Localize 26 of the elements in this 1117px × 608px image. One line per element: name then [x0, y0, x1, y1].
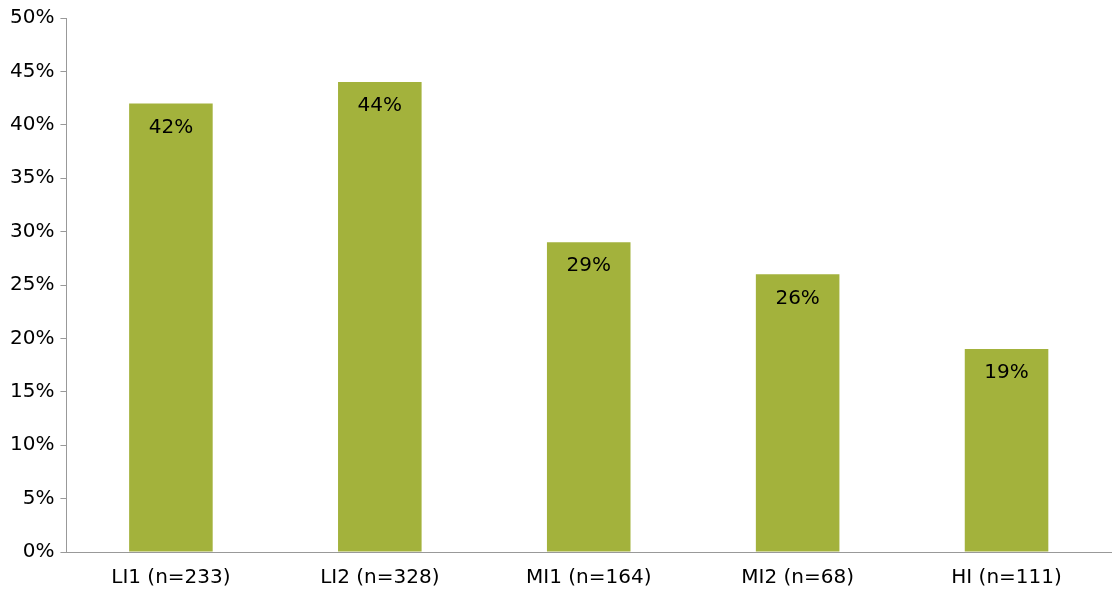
y-tick-label: 25% — [10, 271, 55, 296]
x-tick-label: LI1 (n=233) — [111, 564, 231, 589]
data-label: 26% — [775, 284, 820, 309]
x-tick-label: MI2 (n=68) — [741, 564, 854, 589]
y-tick-label: 40% — [10, 111, 55, 135]
data-label: 19% — [984, 359, 1029, 384]
data-label: 44% — [357, 92, 403, 117]
y-tick-label: 5% — [22, 484, 55, 509]
y-tick-label: 35% — [10, 164, 55, 189]
x-tick-label: MI1 (n=164) — [526, 564, 652, 589]
bar — [338, 82, 422, 552]
y-tick-label: 20% — [10, 324, 55, 349]
y-tick-label: 50% — [10, 4, 55, 29]
y-tick-label: 30% — [10, 217, 55, 242]
y-tick-label: 15% — [10, 378, 55, 402]
y-tick-label: 0% — [22, 538, 55, 563]
bar — [755, 274, 840, 552]
y-tick-label: 45% — [10, 57, 55, 82]
bar — [964, 349, 1049, 552]
bar — [129, 103, 213, 552]
data-label: 29% — [566, 252, 611, 277]
x-tick-label: HI (n=111) — [951, 564, 1062, 589]
bar — [546, 242, 631, 552]
y-tick-label: 10% — [10, 431, 55, 456]
data-label: 42% — [148, 113, 194, 138]
x-tick-label: LI2 (n=328) — [320, 564, 440, 589]
